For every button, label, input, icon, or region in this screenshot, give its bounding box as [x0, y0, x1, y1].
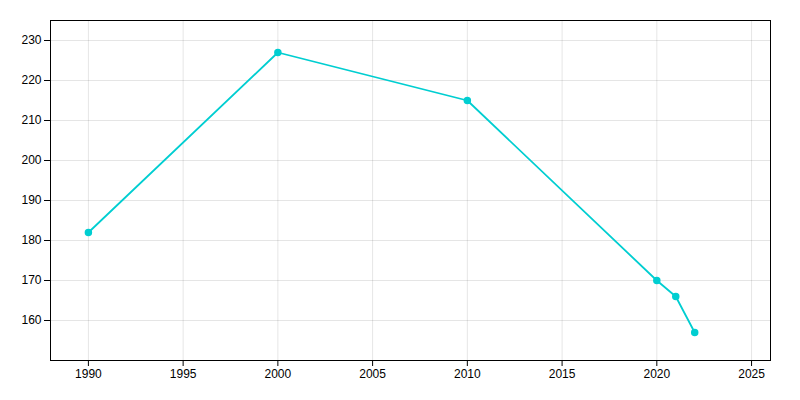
svg-text:2025: 2025: [738, 367, 765, 381]
svg-text:170: 170: [21, 273, 41, 287]
svg-text:190: 190: [21, 193, 41, 207]
svg-text:2015: 2015: [549, 367, 576, 381]
svg-text:2000: 2000: [265, 367, 292, 381]
svg-text:1990: 1990: [75, 367, 102, 381]
svg-text:200: 200: [21, 153, 41, 167]
svg-text:160: 160: [21, 313, 41, 327]
svg-text:220: 220: [21, 73, 41, 87]
svg-text:180: 180: [21, 233, 41, 247]
svg-text:2005: 2005: [359, 367, 386, 381]
svg-text:2020: 2020: [643, 367, 670, 381]
svg-text:2010: 2010: [454, 367, 481, 381]
svg-text:1995: 1995: [170, 367, 197, 381]
svg-text:230: 230: [21, 33, 41, 47]
svg-text:210: 210: [21, 113, 41, 127]
